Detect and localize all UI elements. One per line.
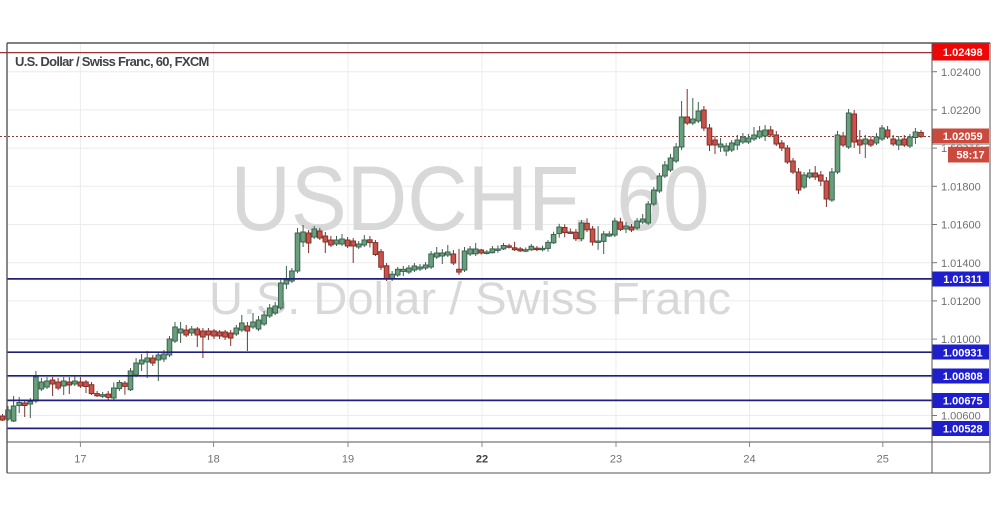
svg-text:1.00675: 1.00675	[943, 396, 983, 408]
svg-text:1.00808: 1.00808	[943, 371, 983, 383]
svg-text:1.02200: 1.02200	[941, 105, 981, 117]
svg-text:18: 18	[207, 454, 219, 466]
svg-text:1.01600: 1.01600	[941, 220, 981, 232]
svg-text:1.01800: 1.01800	[941, 181, 981, 193]
svg-text:U.S. Dollar / Swiss Franc, 60,: U.S. Dollar / Swiss Franc, 60, FXCM	[15, 54, 209, 69]
svg-text:1.01200: 1.01200	[941, 296, 981, 308]
svg-text:23: 23	[610, 454, 622, 466]
svg-text:22: 22	[476, 454, 488, 466]
svg-text:1.00600: 1.00600	[941, 411, 981, 423]
svg-text:1.02059: 1.02059	[943, 131, 983, 143]
svg-text:58:17: 58:17	[956, 150, 984, 162]
svg-text:U.S. Dollar / Swiss Franc: U.S. Dollar / Swiss Franc	[209, 273, 731, 324]
svg-text:1.02400: 1.02400	[941, 67, 981, 79]
svg-text:1.00528: 1.00528	[943, 424, 983, 436]
svg-text:19: 19	[342, 454, 354, 466]
svg-text:1.01311: 1.01311	[943, 274, 982, 286]
svg-text:1.01000: 1.01000	[941, 334, 981, 346]
svg-text:1.00931: 1.00931	[943, 347, 983, 359]
svg-text:24: 24	[743, 454, 755, 466]
svg-text:17: 17	[74, 454, 86, 466]
svg-text:25: 25	[877, 454, 889, 466]
svg-text:1.01400: 1.01400	[941, 258, 981, 270]
svg-text:1.02498: 1.02498	[943, 47, 983, 59]
